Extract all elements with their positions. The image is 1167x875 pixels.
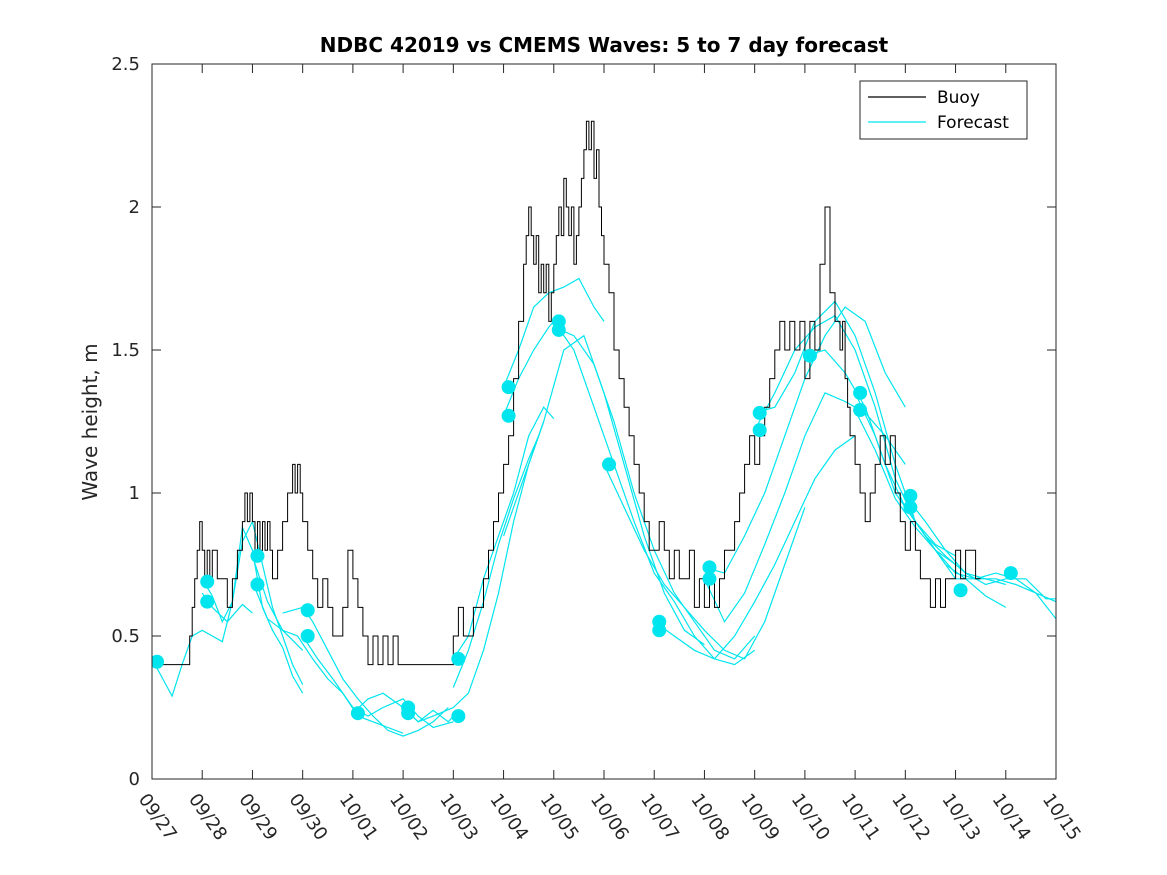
forecast-marker-25 xyxy=(853,403,868,418)
forecast-marker-4 xyxy=(250,577,265,592)
forecast-marker-20 xyxy=(702,571,717,586)
forecast-marker-1 xyxy=(200,574,215,589)
forecast-marker-23 xyxy=(802,348,817,363)
y-tick-label-5: 2.5 xyxy=(111,54,140,75)
forecast-marker-7 xyxy=(350,706,365,721)
forecast-line-17 xyxy=(653,435,856,660)
forecast-marker-0 xyxy=(152,654,165,669)
forecast-line-25 xyxy=(904,495,1056,600)
forecast-marker-2 xyxy=(200,594,215,609)
forecast-line-6 xyxy=(302,635,454,729)
forecast-marker-9 xyxy=(401,706,416,721)
forecast-marker-21 xyxy=(752,405,767,420)
buoy-line xyxy=(152,120,981,666)
y-tick-label-1: 0.5 xyxy=(111,626,140,647)
data-group xyxy=(152,120,1056,737)
legend-label-buoy: Buoy xyxy=(937,88,980,108)
forecast-marker-10 xyxy=(451,651,466,666)
forecast-marker-28 xyxy=(953,583,968,598)
legend-box xyxy=(859,80,1028,140)
y-tick-label-3: 1.5 xyxy=(111,340,140,361)
y-tick-label-0: 0 xyxy=(129,769,140,790)
legend: Buoy Forecast xyxy=(859,80,1028,140)
plot-area xyxy=(152,120,1056,737)
forecast-line-19 xyxy=(703,392,906,623)
forecast-marker-5 xyxy=(300,603,315,618)
forecast-line-14 xyxy=(553,321,756,666)
forecast-marker-26 xyxy=(903,488,918,503)
forecast-line-8 xyxy=(402,421,545,723)
forecast-marker-6 xyxy=(300,629,315,643)
y-tick-label-4: 2 xyxy=(129,197,140,218)
legend-label-forecast: Forecast xyxy=(937,113,1009,133)
forecast-marker-15 xyxy=(551,322,566,337)
forecast-marker-13 xyxy=(501,408,516,423)
forecast-line-4 xyxy=(251,581,304,651)
forecast-line-21 xyxy=(754,314,956,557)
forecast-marker-29 xyxy=(1003,566,1018,581)
forecast-marker-22 xyxy=(752,423,767,438)
forecast-marker-12 xyxy=(501,380,516,395)
forecast-marker-19 xyxy=(702,560,717,575)
forecast-marker-27 xyxy=(903,500,918,515)
forecast-marker-16 xyxy=(602,457,617,472)
forecast-marker-11 xyxy=(451,709,466,724)
forecast-line-3 xyxy=(251,555,404,734)
forecast-line-10 xyxy=(452,435,540,688)
forecast-line-9 xyxy=(452,406,555,660)
forecast-line-11 xyxy=(503,277,605,388)
y-axis-label: Wave height, m xyxy=(78,343,102,500)
forecast-marker-18 xyxy=(652,623,667,638)
chart-title: NDBC 42019 vs CMEMS Waves: 5 to 7 day fo… xyxy=(320,33,889,57)
forecast-line-16 xyxy=(603,464,806,660)
forecast-marker-24 xyxy=(853,385,868,400)
y-tick-label-2: 1 xyxy=(129,483,140,504)
forecast-line-5 xyxy=(282,606,449,737)
forecast-marker-3 xyxy=(250,548,265,563)
